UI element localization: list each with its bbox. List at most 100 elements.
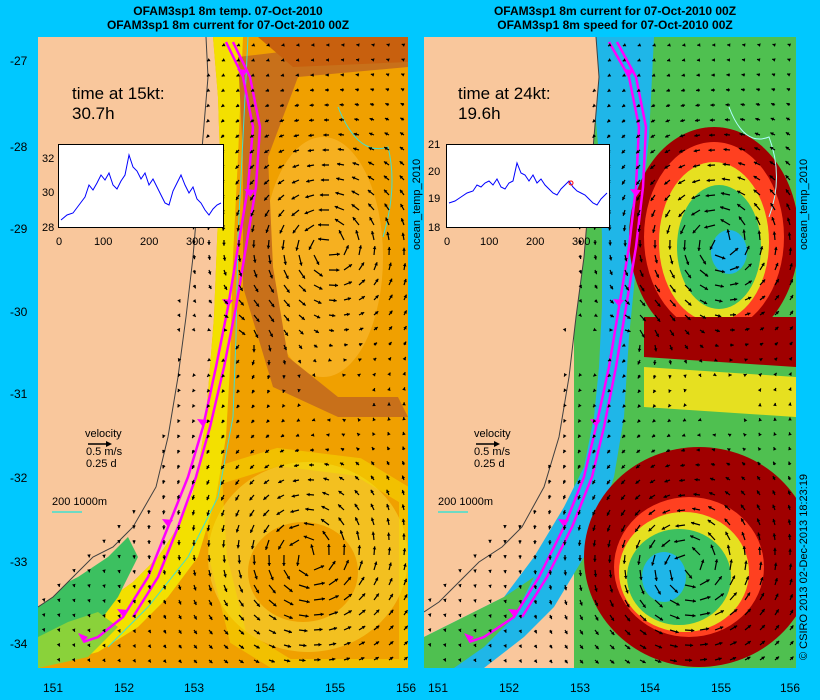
current-vector-head <box>457 658 462 662</box>
right-title: OFAM3sp1 8m current for 07-Oct-2010 00Z … <box>420 4 810 32</box>
current-vector-head <box>223 286 228 290</box>
current-vector-head <box>593 388 597 392</box>
current-vector-head <box>191 480 196 485</box>
current-vector-head <box>277 196 282 201</box>
right-inset-ytick-18: 18 <box>428 222 441 234</box>
current-vector-head <box>649 544 653 549</box>
current-vector-head <box>704 273 709 277</box>
current-vector-head <box>670 332 674 336</box>
current-vector-head <box>533 644 537 649</box>
right-time-label: time at 24kt: <box>458 84 551 103</box>
current-vector-head <box>325 58 329 62</box>
right-inset-ytick-19: 19 <box>428 193 441 205</box>
current-vector-head <box>548 630 553 634</box>
current-vector-head <box>488 643 492 648</box>
current-vector-head <box>289 588 293 592</box>
current-vector-head <box>312 358 317 363</box>
current-vector-head <box>789 578 793 583</box>
current-vector-head <box>578 572 583 577</box>
current-vector-head <box>178 630 182 634</box>
current-vector-head <box>310 88 314 92</box>
current-vector-head <box>548 615 553 620</box>
current-vector-head <box>703 300 708 305</box>
current-vector-head <box>724 505 729 509</box>
current-vector-head <box>756 518 761 522</box>
current-vector-head <box>642 659 646 664</box>
current-vector-head <box>87 569 91 573</box>
current-vector-head <box>241 316 245 320</box>
current-vector-head <box>402 548 407 552</box>
current-vector-head <box>533 615 538 619</box>
right-inset-ytick-21: 21 <box>428 139 441 151</box>
current-vector-head <box>240 301 244 306</box>
current-vector-head <box>518 585 522 589</box>
current-vector-head <box>697 247 701 251</box>
current-vector-head <box>622 227 627 232</box>
current-vector-head <box>692 547 696 551</box>
current-vector-head <box>317 658 321 662</box>
current-vector-head <box>787 476 792 480</box>
current-vector-head <box>296 418 301 422</box>
current-vector-head <box>594 299 598 303</box>
right-vector-field <box>427 43 794 664</box>
current-vector-head <box>746 245 750 250</box>
current-vector-head <box>775 311 779 315</box>
speed-map-panel[interactable] <box>424 37 796 668</box>
current-vector-head <box>291 180 296 184</box>
current-vector-head <box>347 641 351 646</box>
left-inset-xtick-200: 200 <box>140 236 159 248</box>
current-vector-head <box>251 389 256 394</box>
current-vector-head <box>785 132 790 136</box>
current-vector-head <box>251 43 256 47</box>
current-vector-head <box>177 313 181 317</box>
current-vector-head <box>306 599 310 604</box>
current-vector-head <box>593 558 597 562</box>
current-vector-head <box>266 375 271 380</box>
current-vector-head <box>162 629 167 634</box>
current-vector-head <box>368 161 372 165</box>
current-vector-head <box>297 359 301 364</box>
current-vector-head <box>388 262 392 266</box>
current-vector-head <box>361 593 366 597</box>
current-vector-head <box>683 403 687 407</box>
current-vector-head <box>636 150 640 154</box>
current-vector-head <box>206 481 210 485</box>
current-vector-head <box>789 279 794 283</box>
current-vector-head <box>256 318 260 322</box>
temperature-map-panel[interactable] <box>38 37 408 668</box>
current-vector-head <box>753 161 758 165</box>
current-vector-head <box>593 241 597 245</box>
current-vector-head <box>297 388 301 393</box>
current-vector-head <box>607 465 611 469</box>
current-vector-head <box>657 590 661 595</box>
current-vector-head <box>635 480 640 484</box>
current-vector-head <box>679 149 683 153</box>
current-vector-head <box>222 559 227 563</box>
current-vector-head <box>240 645 244 649</box>
current-vector-head <box>333 298 337 303</box>
current-vector-head <box>731 575 736 580</box>
current-vector-head <box>533 556 537 560</box>
current-vector-head <box>694 477 698 482</box>
current-vector-head <box>641 590 645 595</box>
current-vector-head <box>206 134 210 138</box>
current-vector-head <box>329 343 333 347</box>
current-vector-head <box>295 88 299 92</box>
current-vector-head <box>626 645 631 650</box>
left-time-value: 30.7h <box>72 104 115 123</box>
current-vector-head <box>593 256 598 260</box>
current-vector-head <box>691 212 695 216</box>
current-vector-head <box>399 175 404 179</box>
current-vector-head <box>271 644 276 649</box>
current-vector-head <box>757 490 761 494</box>
current-vector-head <box>288 629 292 634</box>
current-vector-head <box>72 568 76 573</box>
current-vector-head <box>192 542 196 546</box>
current-vector-head <box>503 525 507 529</box>
current-vector-head <box>324 462 328 467</box>
current-vector-head <box>726 544 731 549</box>
current-vector-head <box>297 374 301 378</box>
current-vector-head <box>608 43 612 47</box>
current-vector-head <box>705 193 709 198</box>
current-vector-head <box>386 461 390 465</box>
